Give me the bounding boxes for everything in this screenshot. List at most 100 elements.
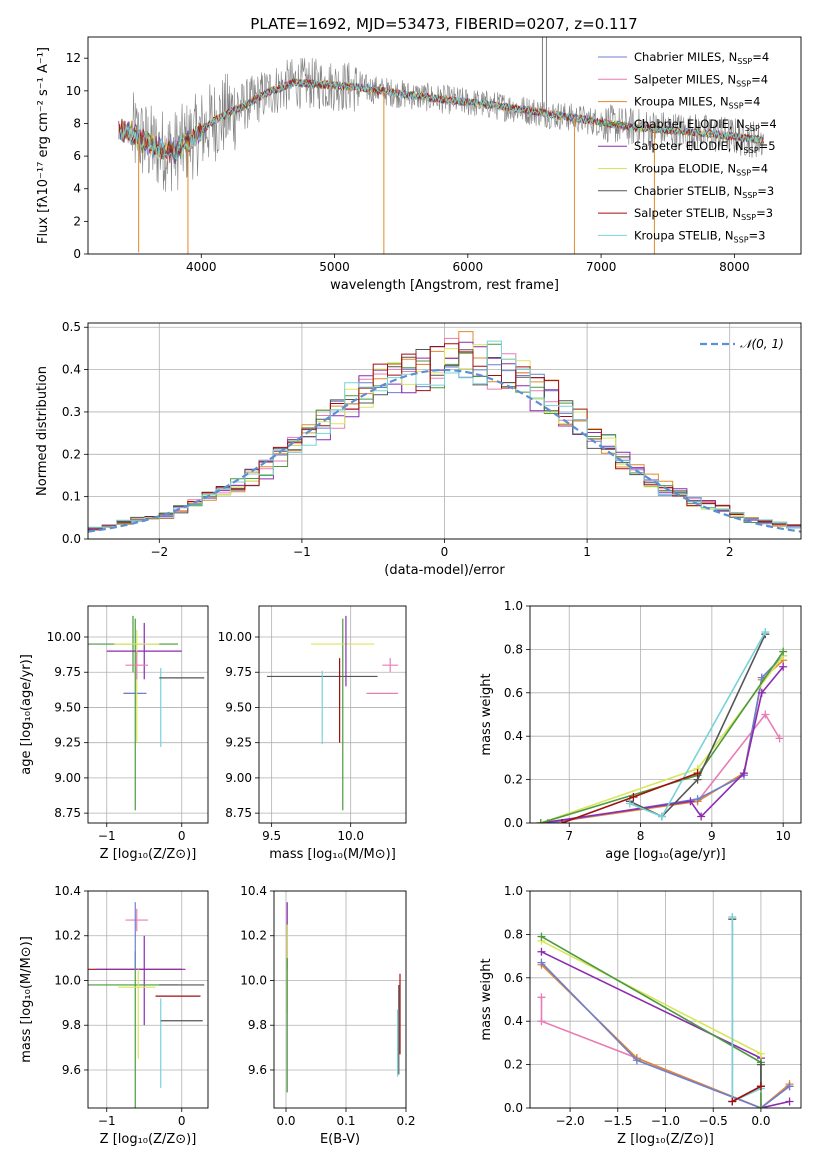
legend-label: Salpeter ELODIE, NSSP=5 [634,139,776,155]
mass_weight_vs_age-x-tick-label: 9 [708,829,716,843]
mass_vs_ebv-axes: 0.0 0.1 0.2 9.6 9.8 10.0 10.2 10.4 E(B-V) [240,884,415,1147]
mass_weight_vs_z-plot-area [537,913,794,1108]
mass_vs_z-x-tick-label: −1 [98,1114,116,1128]
age_vs_z-y-tick-label: 8.75 [54,806,81,820]
mass-weight-marker [657,812,666,821]
mass_vs_z-frame [87,890,209,1109]
mass_weight_vs_age-y-tick-label: 1.0 [504,599,523,613]
mass-weight-marker [693,795,702,804]
legend-label: Salpeter STELIB, NSSP=3 [634,206,773,222]
mass_vs_ebv-x-tick-label: 0.2 [396,1114,415,1128]
normal-distribution-curve [88,368,801,533]
mass_weight_vs_age-y-tick-label: 0.6 [504,686,523,700]
mass-weight-marker [785,1097,794,1106]
residuals-y-tick-label: 0.1 [62,490,81,504]
error-bar-point [125,651,148,680]
age_vs_mass-axes: 9.5 10.0 8.75 9.00 9.25 9.50 9.75 10.00 mass [lo… [218,605,407,862]
error-bar-point [125,908,148,932]
mass-weight-marker [537,958,546,967]
residuals-axes: −2 −1 0 1 2 0.0 0.1 0.2 0.3 0.4 0.5 (data-model)/er… [35,320,802,578]
mass_vs_ebv-y-tick-label: 10.4 [240,884,267,898]
legend-label: Chabrier MILES, NSSP=4 [634,50,769,66]
spectrum-x-tick-label: 4000 [186,260,217,274]
legend-label: Kroupa STELIB, NSSP=3 [634,228,765,244]
legend-label: 𝒩(0, 1) [740,337,784,351]
mass-weight-marker [757,688,766,697]
mass-weight-marker [625,799,634,808]
legend-label: Chabrier STELIB, NSSP=3 [634,184,774,200]
mass-weight-marker [693,769,702,778]
mass_vs_z-plot-area [88,902,205,1108]
mass_weight_vs_age-x-tick-label: 10 [776,829,791,843]
mass_weight_vs_age-y-tick-label: 0.8 [504,642,523,656]
legend-label: Salpeter MILES, NSSP=4 [634,72,768,88]
residuals-x-tick-label: 0 [441,545,449,559]
mass-weight-marker [697,812,706,821]
spectrum-y-axis-label: Flux [fλ10⁻¹⁷ erg cm⁻² s⁻¹ A⁻¹] [36,47,51,244]
spectrum-plot-area [118,37,765,254]
mass_vs_z-axes: −1 0 9.6 9.8 10.0 10.2 10.4 Z [log₁₀(Z/Z⊙)] mass… [19,884,209,1147]
residuals-x-axis-label: (data-model)/error [384,563,505,578]
mass_vs_ebv-y-tick-label: 10.2 [240,929,267,943]
mass-weight-marker [756,1104,765,1108]
mass_vs_ebv-x-tick-label: 0.0 [276,1114,295,1128]
mass-weight-marker [536,819,545,823]
mass-weight-marker [629,792,638,801]
spectrum-y-tick-label: 2 [73,214,81,228]
spectrum-frame [87,36,802,255]
mass_vs_ebv-x-axis-label: E(B-V) [320,1132,360,1147]
age_vs_z-frame [87,605,209,824]
age_vs_mass-y-tick-label: 9.75 [225,665,252,679]
residuals-plot-area [88,331,801,533]
mass-weight-line [731,1085,762,1103]
age_vs_mass-frame [258,605,407,824]
mass_vs_z-x-axis-label: Z [log₁₀(Z/Z⊙)] [100,1132,197,1147]
mass_weight_vs_z-frame [529,890,802,1109]
mass_weight_vs_z-x-tick-label: −1.5 [603,1114,632,1128]
mass-weight-marker [779,647,788,656]
legend-label: Chabrier ELODIE, NSSP=4 [634,117,777,133]
spectrum-y-tick-label: 12 [66,51,81,65]
model-spectrum-line [118,78,765,164]
age_vs_mass-x-axis-label: mass [log₁₀(M/M⊙)] [269,847,396,862]
age_vs_mass-y-tick-label: 9.00 [225,771,252,785]
spectrum-legend: Chabrier MILES, NSSP=4 Salpeter MILES, NS… [598,50,777,244]
mass-weight-marker [756,1082,765,1091]
mass_weight_vs_age-x-tick-label: 8 [637,829,645,843]
mass_weight_vs_age-y-tick-label: 0.2 [504,773,523,787]
age_vs_z-y-axis-label: age [log₁₀(age/yr)] [19,654,34,775]
mass_weight_vs_z-x-tick-label: 0.0 [751,1114,770,1128]
mass_weight_vs_z-x-tick-label: −2.0 [556,1114,585,1128]
mass_vs_ebv-plot-area [286,902,401,1093]
mass_weight_vs_age-x-axis-label: age [log₁₀(age/yr)] [605,847,726,862]
mass-weight-line [629,633,767,818]
residuals-x-tick-label: −2 [150,545,168,559]
mass_weight_vs_age-y-tick-label: 0.4 [504,729,523,743]
mass_vs_z-y-tick-label: 9.8 [62,1018,81,1032]
mass_weight_vs_z-y-tick-label: 0.4 [504,1014,523,1028]
spectrum-y-tick-label: 6 [73,149,81,163]
residuals-y-tick-label: 0.0 [62,532,81,546]
mass-weight-line [540,666,784,823]
mass_weight_vs_age-frame [529,605,802,824]
residuals-y-tick-label: 0.2 [62,447,81,461]
residuals-legend: 𝒩(0, 1) [700,337,784,351]
mass-weight-marker [537,993,546,1002]
error-bar-point [382,658,399,673]
residuals-y-tick-label: 0.4 [62,363,81,377]
mass-weight-marker [728,1097,737,1106]
residuals-frame [87,322,802,540]
spectrum-x-axis-label: wavelength [Angstrom, rest frame] [330,278,559,293]
residual-histogram [88,343,801,529]
mass-weight-marker [779,662,788,671]
figure-title: PLATE=1692, MJD=53473, FIBERID=0207, z=0… [250,15,637,33]
spectrum-x-tick-label: 5000 [319,260,350,274]
mass_vs_ebv-x-tick-label: 0.1 [336,1114,355,1128]
age_vs_z-y-tick-label: 9.50 [54,700,81,714]
age_vs_mass-y-tick-label: 8.75 [225,806,252,820]
mass_weight_vs_age-plot-area [536,628,788,823]
age_vs_mass-y-tick-label: 10.00 [218,630,252,644]
mass_weight_vs_z-x-tick-label: −1.0 [651,1114,680,1128]
mass-weight-marker [785,1082,794,1091]
